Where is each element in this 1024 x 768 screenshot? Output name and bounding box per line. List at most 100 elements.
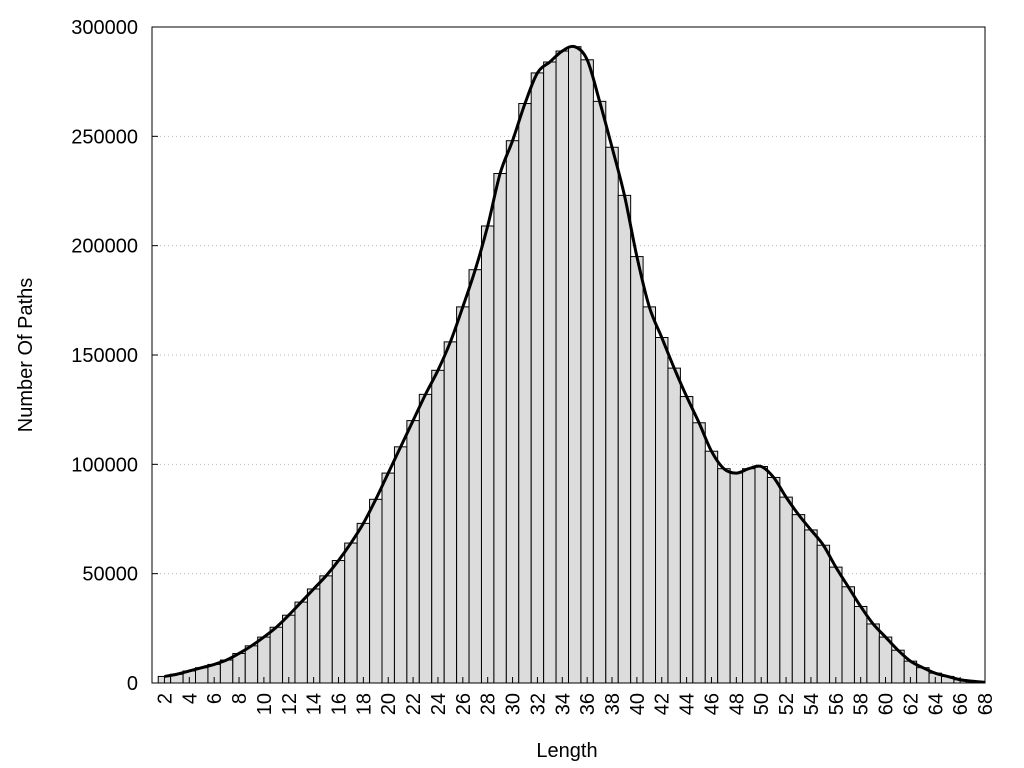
bar — [530, 72, 545, 683]
bar — [766, 476, 781, 683]
bar — [592, 100, 607, 683]
bar — [667, 367, 681, 683]
x-axis-label: Length — [536, 740, 597, 762]
bar — [568, 46, 582, 683]
y-tick-label: 150000 — [71, 345, 138, 367]
x-tick-label: 40 — [627, 693, 649, 715]
x-tick-label: 12 — [279, 693, 301, 715]
x-tick-label: 4 — [179, 693, 201, 704]
x-tick-label: 48 — [726, 693, 748, 715]
bar — [282, 614, 296, 683]
bar — [443, 341, 458, 683]
bar — [518, 103, 532, 683]
bar — [369, 498, 383, 683]
x-tick-label: 32 — [527, 693, 549, 715]
x-tick-label: 64 — [925, 693, 947, 715]
bar — [617, 194, 632, 683]
x-tick-label: 38 — [602, 693, 624, 715]
x-tick-label: 26 — [453, 693, 475, 715]
bar — [791, 514, 806, 683]
x-tick-label: 36 — [577, 693, 599, 715]
bar — [257, 636, 271, 683]
x-tick-label: 10 — [254, 693, 276, 715]
bar — [642, 306, 657, 683]
bar — [219, 659, 234, 683]
bar — [841, 586, 855, 683]
bar — [655, 337, 669, 683]
bar — [729, 472, 744, 683]
bar — [679, 396, 694, 683]
y-tick-label: 50000 — [82, 564, 138, 586]
bar — [829, 566, 843, 683]
bar — [816, 544, 831, 683]
y-tick-label: 300000 — [71, 17, 138, 39]
bar — [381, 472, 395, 683]
x-tick-label: 46 — [701, 693, 723, 715]
bar — [344, 542, 358, 683]
x-tick-label: 6 — [204, 693, 226, 704]
bar — [418, 393, 433, 683]
bar — [244, 645, 259, 683]
x-tick-label: 62 — [900, 693, 922, 715]
bar — [431, 369, 445, 683]
x-tick-label: 14 — [304, 693, 326, 715]
bar — [580, 59, 594, 683]
plot — [157, 44, 985, 683]
x-tick-label: 20 — [378, 693, 400, 715]
y-tick-label: 250000 — [71, 126, 138, 148]
bar — [505, 140, 520, 683]
plot-frame — [151, 26, 986, 684]
x-tick-label: 2 — [154, 693, 176, 704]
x-tick-label: 24 — [428, 693, 450, 715]
x-tick-label: 34 — [552, 693, 574, 715]
bar — [543, 61, 557, 683]
bar — [456, 306, 470, 683]
x-tick-label: 60 — [876, 693, 898, 715]
bar — [319, 575, 333, 683]
x-tick-label: 42 — [652, 693, 674, 715]
x-tick-label: 28 — [478, 693, 500, 715]
x-tick-label: 68 — [975, 693, 997, 715]
bar — [406, 420, 420, 683]
bar — [853, 605, 868, 683]
x-tick-label: 52 — [776, 693, 798, 715]
bar — [493, 173, 507, 683]
bar — [605, 146, 619, 683]
y-tick-label: 0 — [127, 673, 138, 695]
y-axis-label: Number Of Paths — [15, 278, 37, 433]
bar — [630, 256, 644, 683]
bar — [754, 466, 768, 683]
x-tick-label: 66 — [950, 693, 972, 715]
x-tick-label: 16 — [328, 693, 350, 715]
x-tick-label: 8 — [229, 693, 251, 704]
x-tick-label: 50 — [751, 693, 773, 715]
bar — [555, 50, 569, 683]
x-tick-label: 56 — [826, 693, 848, 715]
smooth-curve — [164, 44, 985, 683]
bar — [779, 496, 793, 683]
bar — [393, 446, 408, 683]
bar — [692, 422, 706, 683]
bar — [717, 468, 731, 683]
y-tick-label: 100000 — [71, 454, 138, 476]
bar — [704, 450, 719, 683]
x-tick-label: 30 — [503, 693, 525, 715]
bar — [331, 560, 346, 683]
bar — [878, 636, 893, 683]
bar — [269, 626, 284, 683]
x-tick-label: 18 — [353, 693, 375, 715]
bar — [804, 529, 818, 683]
bar — [294, 601, 308, 683]
bar — [866, 623, 880, 683]
x-tick-label: 58 — [851, 693, 873, 715]
bar — [356, 522, 371, 683]
y-tick-label: 200000 — [71, 236, 138, 258]
bar — [480, 225, 495, 683]
x-tick-label: 22 — [403, 693, 425, 715]
bar — [742, 468, 756, 683]
x-tick-label: 44 — [677, 693, 699, 715]
bar — [306, 588, 321, 683]
bar — [468, 269, 482, 683]
x-tick-label: 54 — [801, 693, 823, 715]
